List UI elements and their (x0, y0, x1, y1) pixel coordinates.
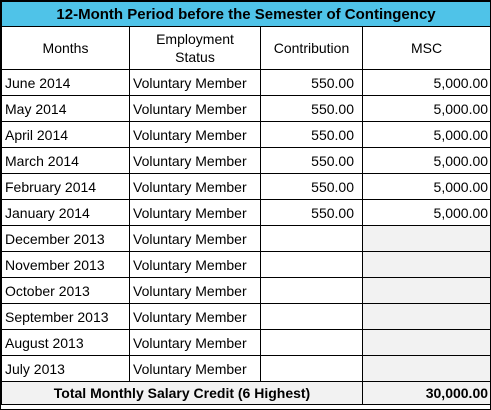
msc-cell: 5,000.00 (361, 121, 491, 148)
employment-status-cell: Voluntary Member (129, 225, 261, 252)
msc-cell (361, 251, 491, 278)
table-row: December 2013 Voluntary Member (1, 225, 491, 252)
contribution-cell (260, 225, 363, 252)
table-row: January 2014 Voluntary Member 550.00 5,000.… (1, 199, 491, 226)
month-cell: September 2013 (1, 303, 130, 330)
table-row: July 2013 Voluntary Member (1, 355, 491, 382)
contribution-cell: 550.00 (260, 95, 363, 122)
month-cell: May 2014 (1, 95, 130, 122)
month-cell: March 2014 (1, 147, 130, 174)
header-contribution: Contribution (260, 26, 363, 70)
contribution-cell (260, 277, 363, 304)
msc-cell (361, 329, 491, 356)
table-row: May 2014 Voluntary Member 550.00 5,000.00 (1, 95, 491, 122)
employment-status-cell: Voluntary Member (129, 147, 261, 174)
header-row: Months Employment Status Contribution MS… (1, 26, 491, 70)
employment-status-cell: Voluntary Member (129, 355, 261, 382)
header-months: Months (1, 26, 130, 70)
employment-status-cell: Voluntary Member (129, 173, 261, 200)
employment-status-cell: Voluntary Member (129, 329, 261, 356)
employment-status-cell: Voluntary Member (129, 277, 261, 304)
contribution-cell: 550.00 (260, 69, 363, 96)
month-cell: July 2013 (1, 355, 130, 382)
contribution-cell (260, 329, 363, 356)
msc-cell: 5,000.00 (361, 173, 491, 200)
table-row: October 2013 Voluntary Member (1, 277, 491, 304)
msc-cell: 5,000.00 (361, 147, 491, 174)
table-row: June 2014 Voluntary Member 550.00 5,000.00 (1, 69, 491, 96)
msc-cell (361, 355, 491, 382)
contribution-cell: 550.00 (260, 199, 363, 226)
msc-cell: 5,000.00 (361, 95, 491, 122)
employment-status-cell: Voluntary Member (129, 69, 261, 96)
employment-status-cell: Voluntary Member (129, 251, 261, 278)
contribution-cell: 550.00 (260, 121, 363, 148)
table-title: 12-Month Period before the Semester of C… (0, 1, 491, 27)
contribution-cell: 550.00 (260, 173, 363, 200)
header-status-line1: Employment (156, 31, 234, 47)
msc-cell: 5,000.00 (361, 69, 491, 96)
contribution-cell (260, 251, 363, 278)
header-msc: MSC (361, 26, 491, 70)
table-row: February 2014 Voluntary Member 550.00 5,000… (1, 173, 491, 200)
table-row: September 2013 Voluntary Member (1, 303, 491, 330)
month-cell: February 2014 (1, 173, 130, 200)
msc-cell: 5,000.00 (361, 199, 491, 226)
msc-cell (361, 277, 491, 304)
table-row: April 2014 Voluntary Member 550.00 5,000.00 (1, 121, 491, 148)
month-cell: January 2014 (1, 199, 130, 226)
employment-status-cell: Voluntary Member (129, 303, 261, 330)
header-status-line2: Status (175, 49, 215, 65)
msc-cell (361, 225, 491, 252)
contribution-cell: 550.00 (260, 147, 363, 174)
table-row: November 2013 Voluntary Member (1, 251, 491, 278)
total-row: Total Monthly Salary Credit (6 Highest) … (1, 381, 491, 405)
total-value: 30,000.00 (361, 381, 491, 405)
month-cell: October 2013 (1, 277, 130, 304)
month-cell: June 2014 (1, 69, 130, 96)
table-row: August 2013 Voluntary Member (1, 329, 491, 356)
header-employment-status: Employment Status (129, 26, 261, 70)
month-cell: April 2014 (1, 121, 130, 148)
contribution-cell (260, 303, 363, 330)
table-row: March 2014 Voluntary Member 550.00 5,000.00 (1, 147, 491, 174)
month-cell: August 2013 (1, 329, 130, 356)
contribution-cell (260, 355, 363, 382)
employment-status-cell: Voluntary Member (129, 199, 261, 226)
month-cell: November 2013 (1, 251, 130, 278)
employment-status-cell: Voluntary Member (129, 95, 261, 122)
employment-status-cell: Voluntary Member (129, 121, 261, 148)
msc-cell (361, 303, 491, 330)
total-label: Total Monthly Salary Credit (6 Highest) (1, 381, 363, 405)
month-cell: December 2013 (1, 225, 130, 252)
